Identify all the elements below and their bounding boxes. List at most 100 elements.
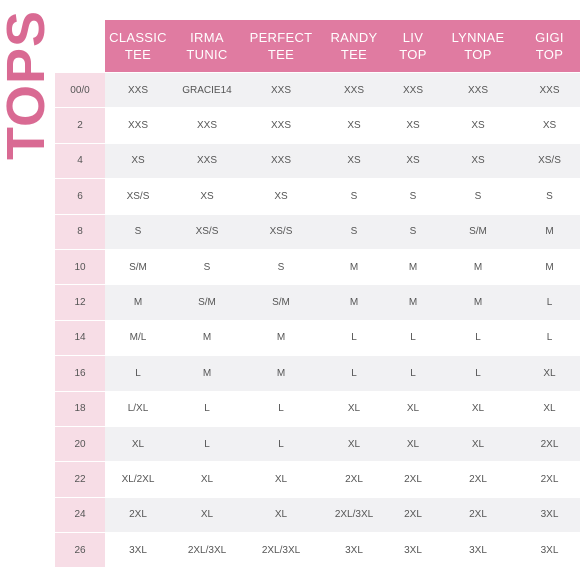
column-header: IRMA TUNIC: [171, 20, 243, 72]
size-value-cell: L: [389, 320, 437, 357]
size-value-cell: M: [171, 355, 243, 392]
size-value-cell: S: [243, 249, 319, 286]
size-value-cell: XXS: [171, 143, 243, 180]
size-value-cell: M: [105, 284, 171, 321]
size-value-cell: S: [389, 214, 437, 250]
spacer-cell: [171, 72, 243, 73]
column-header-line: RANDY: [330, 30, 378, 45]
column-header-line: TOP: [464, 47, 492, 62]
table-row: 14 M/L M M L L L L: [55, 320, 580, 357]
size-value-cell: 3XL: [519, 497, 580, 534]
size-value-cell: XS: [437, 107, 519, 144]
spacer-cell: [519, 72, 580, 73]
size-value-cell: XL/2XL: [105, 461, 171, 498]
size-value-cell: L: [171, 391, 243, 427]
header-spacer: [55, 72, 580, 73]
table-row: 6 XS/S XS XS S S S S: [55, 178, 580, 215]
size-value-cell: S/M: [171, 284, 243, 321]
size-value-cell: XXS: [105, 107, 171, 144]
spacer-cell: [243, 72, 319, 73]
size-value-cell: 2XL: [519, 461, 580, 498]
column-header-line: TOP: [535, 47, 564, 62]
size-value-cell: XL: [243, 497, 319, 534]
size-value-cell: M: [389, 249, 437, 286]
size-value-cell: M: [319, 284, 389, 321]
size-value-cell: L: [319, 355, 389, 392]
size-value-cell: L: [171, 426, 243, 463]
column-header-line: TEE: [267, 47, 295, 62]
column-header-line: TEE: [340, 47, 368, 62]
size-value-cell: XL: [389, 391, 437, 427]
size-label-cell: 4: [55, 143, 105, 180]
spacer-cell: [319, 72, 389, 73]
size-label-cell: 12: [55, 284, 105, 321]
size-value-cell: S: [171, 249, 243, 286]
size-value-cell: XS: [319, 143, 389, 180]
table-row: 10 S/M S S M M M M: [55, 249, 580, 286]
size-value-cell: XXS: [319, 73, 389, 109]
size-value-cell: L: [389, 355, 437, 392]
column-header: PERFECT TEE: [243, 20, 319, 72]
size-value-cell: XXS: [105, 73, 171, 109]
table-row: 8 S XS/S XS/S S S S/M M: [55, 214, 580, 250]
size-value-cell: XS/S: [243, 214, 319, 250]
size-value-cell: 3XL: [105, 532, 171, 569]
header-row: CLASSIC TEE IRMA TUNIC PERFECT TEE RANDY TEE…: [55, 20, 580, 72]
column-header-line: CLASSIC: [109, 30, 167, 45]
table-row: 12 M S/M S/M M M M L: [55, 284, 580, 321]
size-chart-table: CLASSIC TEE IRMA TUNIC PERFECT TEE RANDY TEE…: [55, 20, 580, 569]
size-value-cell: 2XL: [389, 497, 437, 534]
spacer-cell: [437, 72, 519, 73]
size-value-cell: M: [171, 320, 243, 357]
size-value-cell: L: [105, 355, 171, 392]
size-value-cell: 2XL/3XL: [171, 532, 243, 569]
size-value-cell: XL: [171, 461, 243, 498]
size-value-cell: XS/S: [171, 214, 243, 250]
size-value-cell: XL: [437, 391, 519, 427]
size-value-cell: XS: [105, 143, 171, 180]
size-value-cell: 2XL: [519, 426, 580, 463]
size-value-cell: L/XL: [105, 391, 171, 427]
size-value-cell: XL: [171, 497, 243, 534]
size-label-cell: 16: [55, 355, 105, 392]
size-value-cell: 3XL: [389, 532, 437, 569]
table-row: 26 3XL 2XL/3XL 2XL/3XL 3XL 3XL 3XL 3XL: [55, 532, 580, 569]
column-header-line: LIV: [402, 30, 424, 45]
size-value-cell: XL: [519, 355, 580, 392]
size-value-cell: M: [243, 320, 319, 357]
column-header-line: PERFECT: [249, 30, 313, 45]
size-value-cell: M: [389, 284, 437, 321]
column-header: LYNNAE TOP: [437, 20, 519, 72]
size-value-cell: 3XL: [519, 532, 580, 569]
page-title-vertical: TOPS: [0, 6, 56, 164]
size-value-cell: 2XL: [437, 461, 519, 498]
size-value-cell: XS: [389, 143, 437, 180]
size-label-cell: 18: [55, 391, 105, 427]
size-value-cell: XS/S: [105, 178, 171, 215]
size-value-cell: S: [519, 178, 580, 215]
size-value-cell: S/M: [105, 249, 171, 286]
table-row: 24 2XL XL XL 2XL/3XL 2XL 2XL 3XL: [55, 497, 580, 534]
size-value-cell: XS: [437, 143, 519, 180]
size-value-cell: 2XL: [389, 461, 437, 498]
size-value-cell: S: [319, 214, 389, 250]
column-header-line: TUNIC: [186, 47, 228, 62]
size-value-cell: M: [243, 355, 319, 392]
size-value-cell: 2XL: [319, 461, 389, 498]
size-value-cell: 2XL/3XL: [319, 497, 389, 534]
size-value-cell: L: [437, 355, 519, 392]
column-header-line: TEE: [124, 47, 152, 62]
size-value-cell: XS/S: [519, 143, 580, 180]
size-value-cell: XXS: [243, 107, 319, 144]
size-value-cell: XS: [389, 107, 437, 144]
table-row: 16 L M M L L L XL: [55, 355, 580, 392]
spacer-cell: [389, 72, 437, 73]
table-row: 2 XXS XXS XXS XS XS XS XS: [55, 107, 580, 144]
size-value-cell: S: [389, 178, 437, 215]
size-value-cell: 3XL: [319, 532, 389, 569]
size-value-cell: L: [319, 320, 389, 357]
size-value-cell: M/L: [105, 320, 171, 357]
size-label-cell: 00/0: [55, 73, 105, 109]
size-value-cell: M: [437, 284, 519, 321]
page-title: TOPS: [0, 9, 56, 161]
